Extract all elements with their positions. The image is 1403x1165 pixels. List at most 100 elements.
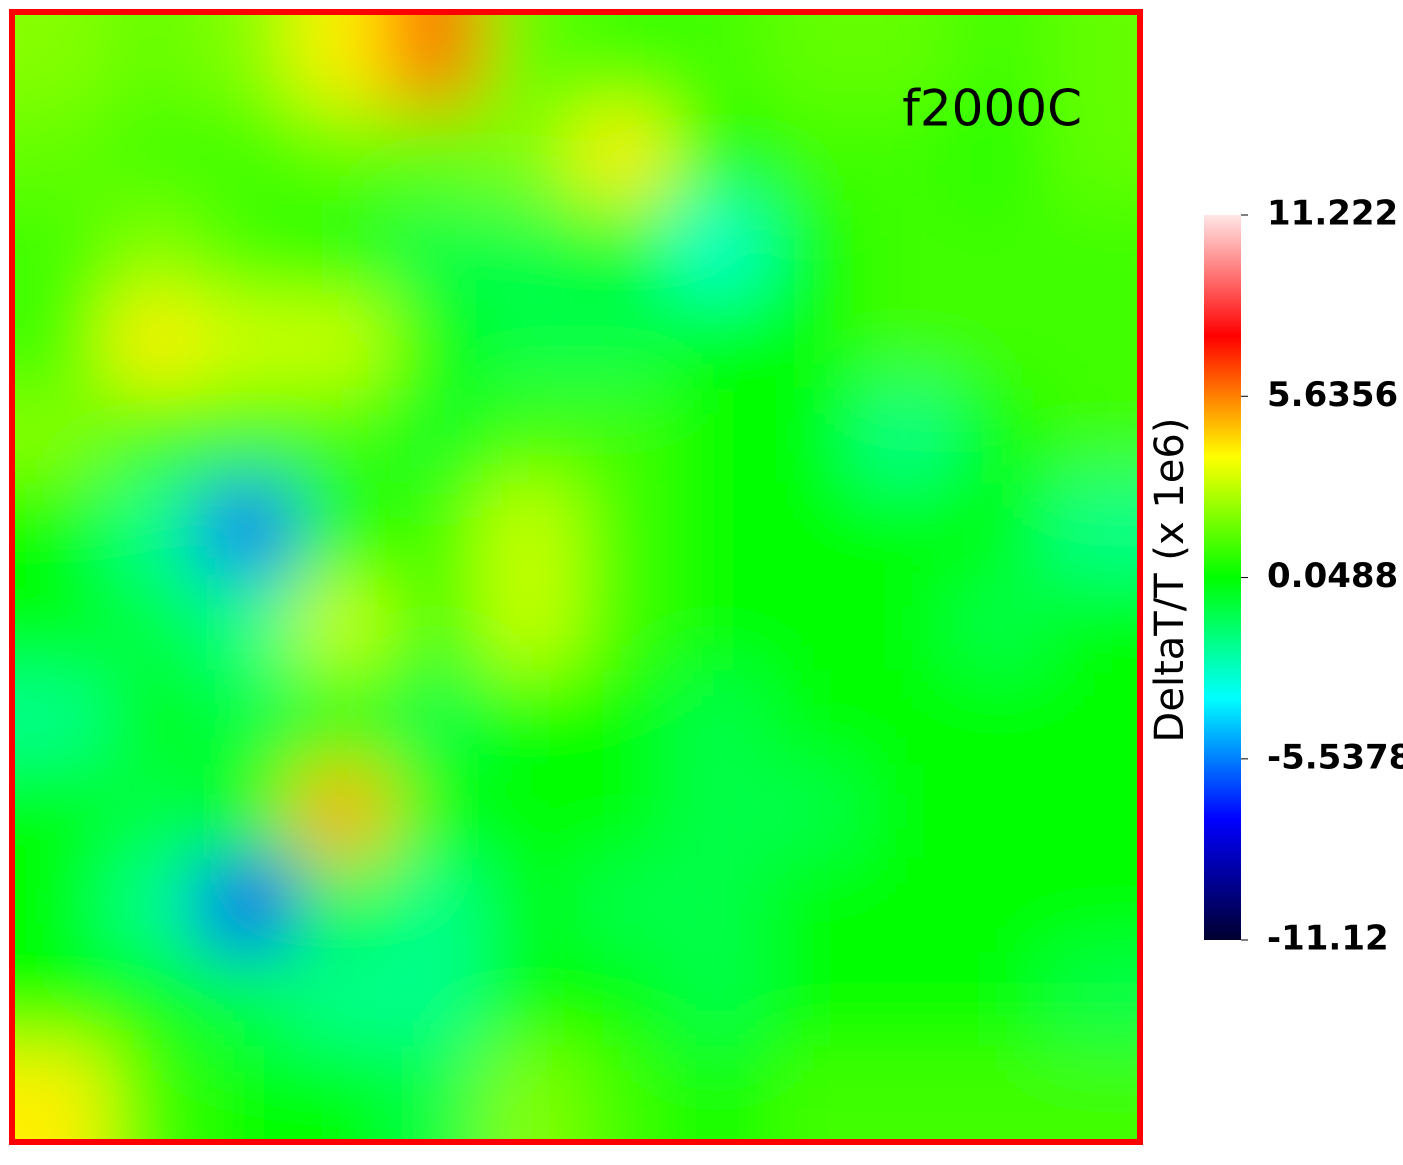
heat-cell	[951, 764, 1047, 860]
heat-cell	[13, 482, 108, 578]
heat-cell	[576, 952, 671, 1048]
frame	[9, 9, 1143, 1145]
heat-cell	[1045, 482, 1139, 578]
heat-cell	[106, 482, 202, 578]
heat-cell	[857, 482, 953, 578]
heat-cell	[200, 106, 296, 202]
heat-cell	[1045, 952, 1139, 1048]
heat-cell	[388, 952, 484, 1048]
annotation: f2000C	[902, 80, 1082, 138]
heat-cell	[482, 576, 577, 672]
colorbar-tick-label: -5.5378	[1267, 737, 1403, 777]
heat-cell	[388, 764, 484, 860]
heat-cell	[200, 1046, 296, 1140]
heat-cell	[857, 952, 953, 1048]
heat-cell	[294, 1046, 390, 1140]
heat-cell	[857, 106, 953, 202]
heat-cell	[200, 670, 296, 766]
heat-cell	[388, 388, 484, 484]
heat-cell	[669, 858, 765, 954]
heat-cell	[482, 106, 577, 202]
heat-cell	[106, 13, 202, 108]
heat-cell	[763, 13, 859, 108]
colorbar-tick-label: 5.6356	[1267, 375, 1398, 415]
heat-cell	[951, 13, 1047, 108]
heat-cell	[857, 1046, 953, 1140]
heat-cell	[763, 858, 859, 954]
heat-cell	[669, 670, 765, 766]
heat-cell	[857, 294, 953, 390]
heat-cell	[13, 576, 108, 672]
heat-cell	[576, 482, 671, 578]
heat-cell	[951, 482, 1047, 578]
heat-cell	[294, 482, 390, 578]
heat-cell	[13, 200, 108, 296]
heat-cell	[294, 576, 390, 672]
heat-cell	[951, 952, 1047, 1048]
heat-cell	[857, 764, 953, 860]
heat-cell	[1045, 200, 1139, 296]
heat-cell	[763, 106, 859, 202]
heat-cell	[1045, 388, 1139, 484]
heat-cell	[13, 106, 108, 202]
heat-cell	[669, 1046, 765, 1140]
heat-cell	[200, 200, 296, 296]
heat-cell	[294, 13, 390, 108]
heat-cell	[951, 576, 1047, 672]
heat-cell	[294, 858, 390, 954]
heat-cell	[1045, 670, 1139, 766]
heat-cell	[857, 670, 953, 766]
heat-cell	[106, 952, 202, 1048]
heat-cell	[763, 294, 859, 390]
heat-cell	[669, 200, 765, 296]
heat-cell	[482, 858, 577, 954]
heat-cell	[294, 200, 390, 296]
heat-cell	[763, 670, 859, 766]
heat-cell	[576, 858, 671, 954]
heat-cell	[763, 388, 859, 484]
heat-cell	[763, 1046, 859, 1140]
heat-cell	[388, 200, 484, 296]
heat-cell	[763, 482, 859, 578]
heat-cell	[200, 764, 296, 860]
heat-cell	[294, 764, 390, 860]
heat-cell	[1045, 858, 1139, 954]
heat-cell	[1045, 576, 1139, 672]
heat-cell	[106, 294, 202, 390]
heat-cell	[106, 200, 202, 296]
heat-cell	[576, 294, 671, 390]
heat-cell	[576, 576, 671, 672]
colorbar-tick-label: 11.222	[1267, 194, 1398, 234]
heat-cell	[200, 858, 296, 954]
heat-cell	[669, 764, 765, 860]
heat-cell	[576, 1046, 671, 1140]
heat-cell	[13, 670, 108, 766]
heat-cell	[576, 388, 671, 484]
heat-cell	[388, 576, 484, 672]
heat-cell	[1045, 13, 1139, 108]
heat-cell	[576, 764, 671, 860]
heat-cell	[388, 858, 484, 954]
heat-cell	[13, 952, 108, 1048]
heat-cell	[106, 576, 202, 672]
heat-cell	[106, 106, 202, 202]
heat-cell	[576, 200, 671, 296]
heat-cell	[763, 764, 859, 860]
heat-cell	[1045, 764, 1139, 860]
heat-cell	[951, 388, 1047, 484]
heat-cell	[13, 13, 108, 108]
heat-cell	[669, 576, 765, 672]
heat-cell	[951, 1046, 1047, 1140]
heat-cell	[200, 388, 296, 484]
heat-cell	[951, 294, 1047, 390]
heat-cell	[951, 858, 1047, 954]
colorbar-label: DeltaT/T (x 1e6)	[1147, 418, 1193, 743]
heat-cell	[13, 388, 108, 484]
heat-cell	[388, 13, 484, 108]
heat-cell	[13, 294, 108, 390]
heat-cell	[1045, 294, 1139, 390]
heat-cell	[576, 670, 671, 766]
heat-cell	[200, 952, 296, 1048]
heat-cell	[13, 858, 108, 954]
